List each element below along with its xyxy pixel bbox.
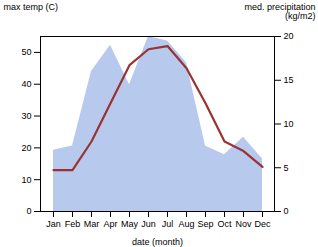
svg-text:Jun: Jun bbox=[141, 219, 156, 229]
svg-text:Jul: Jul bbox=[162, 219, 174, 229]
svg-text:15: 15 bbox=[284, 75, 294, 85]
svg-text:date (month): date (month) bbox=[132, 237, 183, 247]
svg-text:Feb: Feb bbox=[65, 219, 81, 229]
svg-text:max temp (C): max temp (C) bbox=[4, 2, 59, 12]
svg-text:5: 5 bbox=[284, 163, 289, 173]
svg-text:40: 40 bbox=[21, 79, 31, 89]
svg-text:Dec: Dec bbox=[254, 219, 271, 229]
svg-text:20: 20 bbox=[284, 31, 294, 41]
svg-text:10: 10 bbox=[21, 175, 31, 185]
svg-text:Aug: Aug bbox=[178, 219, 194, 229]
svg-text:Jan: Jan bbox=[46, 219, 61, 229]
svg-text:Mar: Mar bbox=[84, 219, 100, 229]
svg-text:Sep: Sep bbox=[197, 219, 213, 229]
svg-text:Apr: Apr bbox=[103, 219, 117, 229]
svg-text:20: 20 bbox=[21, 143, 31, 153]
svg-text:May: May bbox=[121, 219, 139, 229]
svg-text:med. precipitation(kg/m2): med. precipitation(kg/m2) bbox=[244, 2, 315, 21]
svg-text:0: 0 bbox=[26, 206, 31, 216]
svg-text:50: 50 bbox=[21, 47, 31, 57]
svg-text:Nov: Nov bbox=[235, 219, 252, 229]
svg-text:Oct: Oct bbox=[217, 219, 232, 229]
svg-text:10: 10 bbox=[284, 119, 294, 129]
svg-text:0: 0 bbox=[284, 206, 289, 216]
svg-text:30: 30 bbox=[21, 111, 31, 121]
